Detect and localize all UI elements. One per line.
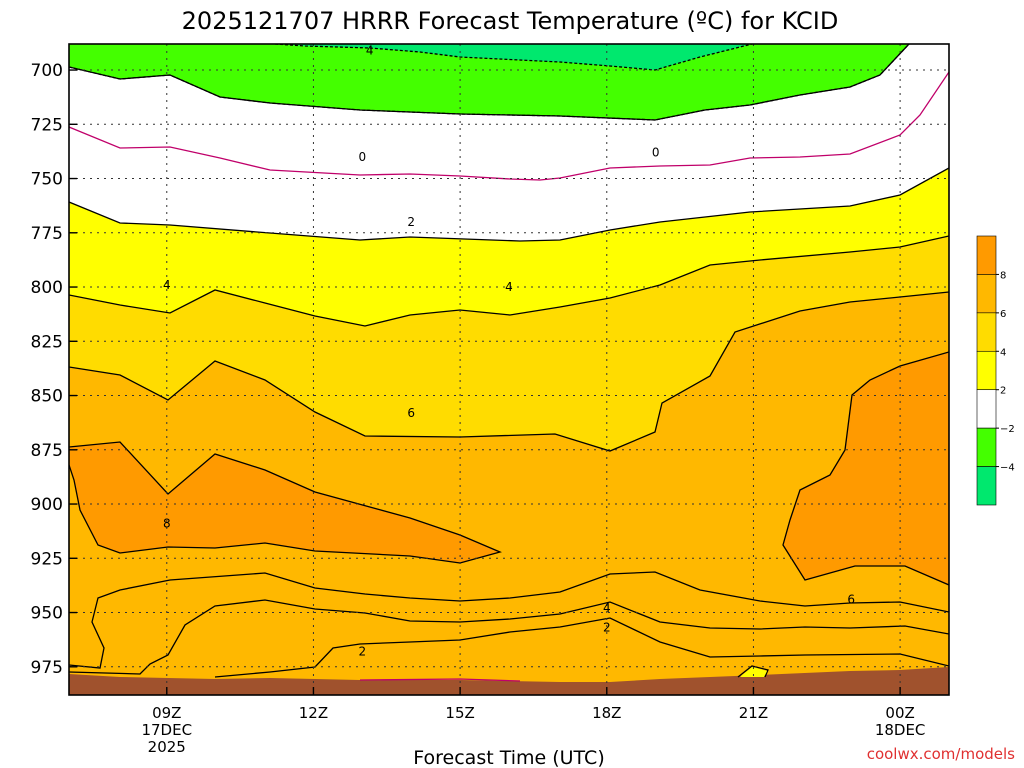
contour-4-lower — [69, 599, 949, 675]
terrain-sliver-yellow — [740, 667, 767, 677]
contour-label: 0 — [652, 146, 660, 160]
contour-minus4 — [274, 44, 753, 71]
y-tick-label: 975 — [31, 658, 63, 678]
contour-label: 6 — [407, 406, 415, 420]
x-tick-label: 2025 — [148, 738, 186, 756]
band-8-10-left — [69, 442, 500, 563]
y-tick-label: 750 — [31, 170, 63, 190]
contour-2-sliver — [737, 665, 769, 678]
colorbar-bin — [976, 274, 997, 314]
x-tick-label: 18DEC — [875, 721, 926, 739]
contour-label: 2 — [603, 621, 611, 635]
contour-label: 0 — [359, 150, 367, 164]
contour-8-right — [782, 351, 949, 586]
y-tick-label: 725 — [31, 115, 63, 135]
colorbar-tick-label: 4 — [1000, 347, 1006, 358]
y-tick-label: 900 — [31, 495, 63, 515]
contour-4 — [69, 235, 949, 327]
contour-6 — [69, 291, 949, 452]
x-tick-label: 09Z — [152, 704, 181, 722]
band-cold-4-to-6 — [275, 44, 752, 70]
contour-minus2-dashed — [69, 44, 910, 121]
x-tick-label: 00Z — [885, 704, 914, 722]
contour-label: 6 — [847, 593, 855, 607]
colorbar-bin — [976, 235, 997, 275]
colorbar-tick-label: −2 — [1000, 424, 1015, 435]
band-cold-2-to-4 — [69, 44, 909, 120]
contour-label: 2 — [359, 645, 367, 659]
y-tick-label: 950 — [31, 604, 63, 624]
contour-2-lower — [214, 617, 949, 678]
contour-8-left — [69, 441, 502, 564]
y-tick-label: 850 — [31, 387, 63, 407]
y-tick-label: 775 — [31, 224, 63, 244]
contour-6-lower — [69, 571, 949, 669]
colorbar-bin — [976, 466, 997, 506]
colorbar-tick-label: 6 — [1000, 309, 1006, 320]
contour-label: 4 — [366, 44, 374, 58]
x-axis-label: Forecast Time (UTC) — [413, 747, 604, 768]
y-tick-label: 700 — [31, 61, 63, 81]
contour-label: 8 — [163, 517, 171, 531]
plot-frame — [68, 43, 950, 696]
colorbar-tick-label: 2 — [1000, 386, 1006, 397]
temperature-fill — [69, 44, 949, 695]
colorbar-bin — [976, 427, 997, 467]
x-tick-label: 21Z — [739, 704, 768, 722]
contour-zero-lower — [359, 678, 521, 682]
contour-zero — [69, 71, 949, 181]
contour-label: 4 — [163, 278, 171, 292]
x-tick-label: 15Z — [445, 704, 474, 722]
y-axis: 700 725 750 775 800 825 850 875 900 925 950 975 — [31, 61, 77, 678]
contour-lines — [69, 44, 949, 682]
contour-label: 2 — [407, 215, 415, 229]
y-tick-label: 800 — [31, 278, 63, 298]
x-tick-label: 12Z — [299, 704, 328, 722]
y-tick-label: 825 — [31, 332, 63, 352]
credit-text: coolwx.com/models — [867, 745, 1015, 763]
contour-labels: 4 0 0 2 4 4 6 8 4 2 6 2 — [163, 44, 855, 659]
contour-label: 4 — [505, 280, 513, 294]
colorbar-tick-label: 8 — [1000, 270, 1006, 281]
contour-2 — [69, 167, 949, 242]
band-8-10-right — [783, 352, 949, 585]
colorbar-bin — [976, 389, 997, 429]
colorbar: 8 6 4 2 −2 −4 — [976, 235, 1015, 506]
band-6-8 — [69, 292, 949, 695]
colorbar-bin — [976, 350, 997, 391]
x-tick-label: 18Z — [592, 704, 621, 722]
y-tick-label: 875 — [31, 441, 63, 461]
y-tick-label: 925 — [31, 549, 63, 569]
colorbar-tick-label: −4 — [1000, 463, 1015, 474]
contour-label: 4 — [603, 601, 611, 615]
colorbar-bin — [976, 312, 997, 352]
x-tick-label: 17DEC — [141, 721, 192, 739]
chart-title: 2025121707 HRRR Forecast Temperature (ºC… — [182, 7, 839, 35]
